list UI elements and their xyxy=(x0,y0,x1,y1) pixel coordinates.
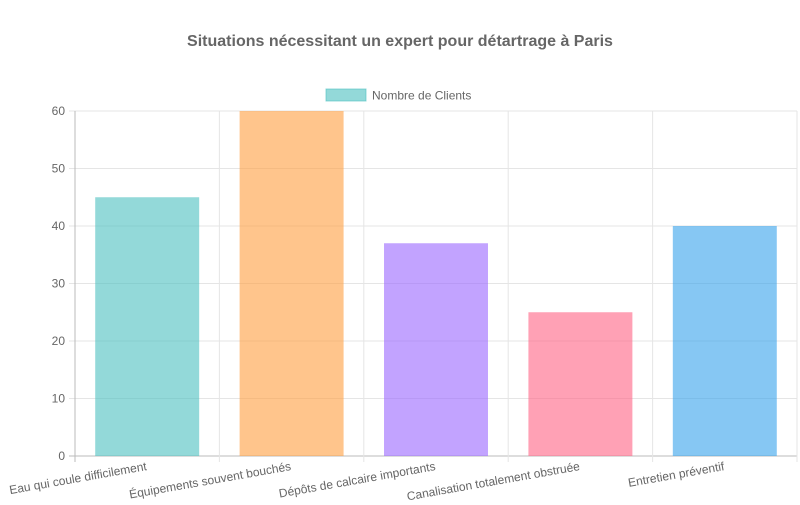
y-tick-label: 40 xyxy=(52,219,66,233)
x-tick-label: Entretien préventif xyxy=(627,459,726,490)
legend[interactable]: Nombre de Clients xyxy=(325,88,471,103)
bar[interactable] xyxy=(239,111,344,456)
y-tick-label: 20 xyxy=(52,334,66,348)
x-tick-label: Équipements souvent bouchés xyxy=(128,458,292,500)
y-tick-label: 30 xyxy=(52,277,66,291)
bar[interactable] xyxy=(528,312,633,456)
bar[interactable] xyxy=(672,226,777,456)
legend-swatch xyxy=(325,88,367,102)
y-tick-label: 10 xyxy=(52,392,66,406)
y-tick-label: 0 xyxy=(58,449,65,463)
bar[interactable] xyxy=(95,197,200,456)
x-tick-label: Eau qui coule difficilement xyxy=(8,459,148,497)
y-tick-label: 60 xyxy=(52,104,66,118)
chart-title: Situations nécessitant un expert pour dé… xyxy=(187,33,613,50)
bar[interactable] xyxy=(384,243,488,456)
legend-label: Nombre de Clients xyxy=(372,89,471,103)
y-tick-label: 50 xyxy=(52,162,66,176)
